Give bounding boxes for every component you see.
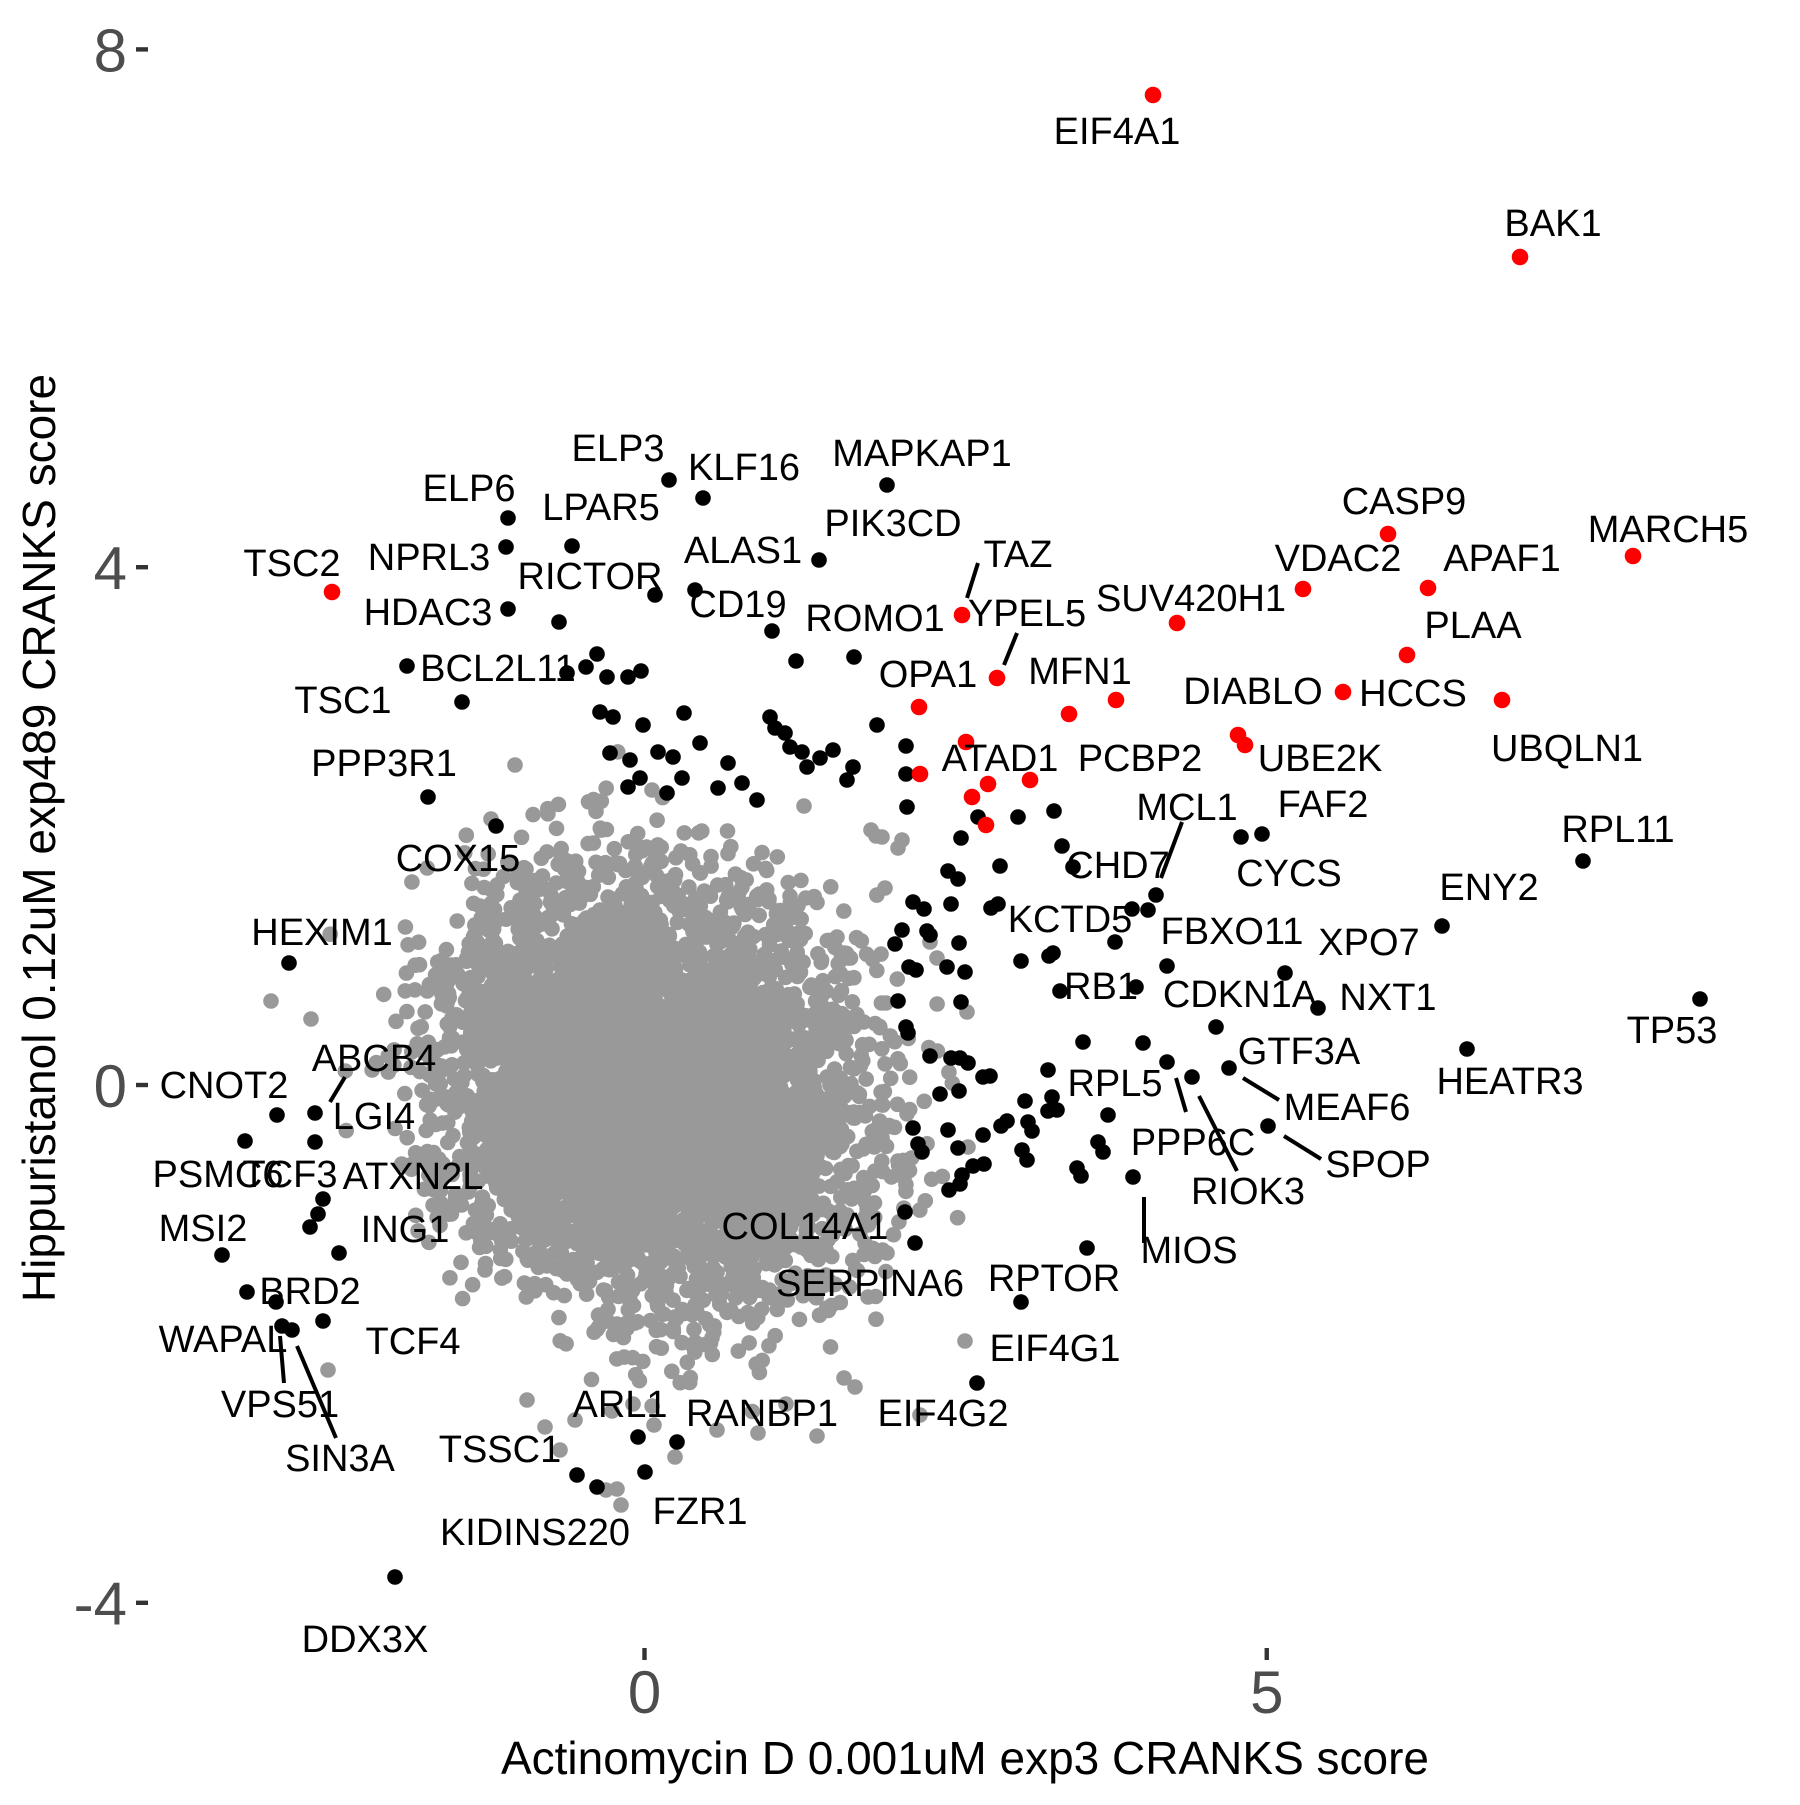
svg-text:TSSC1: TSSC1: [439, 1429, 561, 1471]
svg-text:PPP3R1: PPP3R1: [311, 743, 457, 785]
svg-text:UBE2K: UBE2K: [1258, 738, 1383, 780]
svg-text:VPS51: VPS51: [221, 1384, 339, 1426]
svg-text:EIF4G1: EIF4G1: [990, 1328, 1121, 1370]
svg-text:ING1: ING1: [361, 1209, 450, 1251]
svg-text:RIOK3: RIOK3: [1191, 1171, 1305, 1213]
svg-text:CHD7: CHD7: [1066, 845, 1169, 887]
svg-text:FAF2: FAF2: [1278, 784, 1369, 826]
svg-text:Actinomycin D 0.001uM exp3 CRA: Actinomycin D 0.001uM exp3 CRANKS score: [501, 1732, 1429, 1784]
svg-text:LGI4: LGI4: [333, 1096, 415, 1138]
svg-text:BCL2L11: BCL2L11: [420, 648, 576, 690]
svg-text:NXT1: NXT1: [1339, 977, 1436, 1019]
svg-text:CDKN1A: CDKN1A: [1163, 974, 1318, 1016]
svg-text:HEXIM1: HEXIM1: [251, 912, 392, 954]
svg-text:UBQLN1: UBQLN1: [1491, 728, 1643, 770]
svg-text:CNOT2: CNOT2: [160, 1065, 289, 1107]
svg-text:VDAC2: VDAC2: [1275, 538, 1402, 580]
svg-text:TAZ: TAZ: [984, 534, 1053, 576]
svg-text:BAK1: BAK1: [1504, 203, 1601, 245]
svg-text:KIDINS220: KIDINS220: [440, 1512, 630, 1554]
svg-text:COL14A1: COL14A1: [722, 1206, 889, 1248]
svg-text:FZR1: FZR1: [653, 1491, 748, 1533]
svg-text:HDAC3: HDAC3: [364, 592, 493, 634]
svg-text:TSC2: TSC2: [243, 543, 340, 585]
svg-text:MIOS: MIOS: [1140, 1230, 1237, 1272]
svg-text:APAF1: APAF1: [1443, 538, 1561, 580]
svg-text:KLF16: KLF16: [688, 447, 800, 489]
svg-text:DIABLO: DIABLO: [1183, 671, 1322, 713]
svg-text:MSI2: MSI2: [159, 1208, 248, 1250]
svg-text:ABCB4: ABCB4: [312, 1038, 437, 1080]
svg-text:CYCS: CYCS: [1236, 853, 1342, 895]
svg-text:BRD2: BRD2: [259, 1271, 360, 1313]
svg-text:ARL1: ARL1: [572, 1384, 667, 1426]
svg-text:8: 8: [94, 17, 127, 84]
svg-text:ATAD1: ATAD1: [942, 738, 1059, 780]
svg-text:EIF4A1: EIF4A1: [1054, 111, 1181, 153]
svg-text:0: 0: [628, 1659, 661, 1726]
svg-text:WAPAL: WAPAL: [159, 1319, 288, 1361]
svg-text:5: 5: [1250, 1659, 1283, 1726]
svg-text:DDX3X: DDX3X: [302, 1619, 429, 1661]
svg-text:TCF4: TCF4: [366, 1321, 461, 1363]
svg-text:PCBP2: PCBP2: [1078, 738, 1203, 780]
svg-text:PPP6C: PPP6C: [1131, 1122, 1256, 1164]
svg-text:GTF3A: GTF3A: [1238, 1031, 1361, 1073]
svg-text:ALAS1: ALAS1: [684, 530, 802, 572]
svg-text:4: 4: [94, 535, 127, 602]
svg-text:ATXN2L: ATXN2L: [343, 1156, 484, 1198]
svg-text:NPRL3: NPRL3: [368, 537, 491, 579]
svg-text:MARCH5: MARCH5: [1588, 509, 1748, 551]
svg-text:RICTOR: RICTOR: [518, 556, 663, 598]
svg-text:CASP9: CASP9: [1342, 481, 1467, 523]
svg-text:KCTD5: KCTD5: [1008, 899, 1133, 941]
svg-text:EIF4G2: EIF4G2: [878, 1393, 1009, 1435]
svg-text:COX15: COX15: [396, 838, 521, 880]
svg-text:XPO7: XPO7: [1318, 922, 1419, 964]
svg-text:PLAA: PLAA: [1424, 605, 1522, 647]
svg-text:ROMO1: ROMO1: [805, 598, 944, 640]
svg-text:LPAR5: LPAR5: [542, 487, 660, 529]
svg-text:MEAF6: MEAF6: [1284, 1087, 1411, 1129]
svg-text:TP53: TP53: [1627, 1010, 1718, 1052]
svg-text:SERPINA6: SERPINA6: [776, 1263, 964, 1305]
svg-text:OPA1: OPA1: [879, 654, 978, 696]
svg-text:PSMC6: PSMC6: [153, 1154, 284, 1196]
svg-text:HCCS: HCCS: [1359, 673, 1467, 715]
svg-text:ELP6: ELP6: [423, 468, 516, 510]
svg-text:SPOP: SPOP: [1325, 1144, 1431, 1186]
svg-text:FBXO11: FBXO11: [1161, 911, 1304, 953]
svg-text:0: 0: [94, 1053, 127, 1120]
svg-text:RB1: RB1: [1064, 966, 1138, 1008]
svg-text:CD19: CD19: [689, 584, 786, 626]
svg-text:MAPKAP1: MAPKAP1: [832, 433, 1012, 475]
svg-text:RPL5: RPL5: [1067, 1063, 1162, 1105]
svg-text:MCL1: MCL1: [1136, 787, 1237, 829]
svg-text:TCF3: TCF3: [243, 1154, 338, 1196]
svg-text:SIN3A: SIN3A: [285, 1438, 395, 1480]
svg-text:MFN1: MFN1: [1028, 651, 1131, 693]
svg-text:HEATR3: HEATR3: [1436, 1061, 1583, 1103]
svg-text:ELP3: ELP3: [572, 428, 665, 470]
svg-text:SUV420H1: SUV420H1: [1096, 578, 1286, 620]
svg-text:ENY2: ENY2: [1439, 867, 1538, 909]
svg-text:YPEL5: YPEL5: [968, 593, 1086, 635]
svg-text:TSC1: TSC1: [294, 680, 391, 722]
svg-text:-4: -4: [74, 1571, 127, 1638]
svg-text:PIK3CD: PIK3CD: [824, 503, 961, 545]
svg-text:Hippuristanol 0.12uM exp489 CR: Hippuristanol 0.12uM exp489 CRANKS score: [13, 374, 65, 1302]
svg-text:RPTOR: RPTOR: [988, 1258, 1120, 1300]
svg-text:RANBP1: RANBP1: [686, 1393, 838, 1435]
svg-text:RPL11: RPL11: [1561, 809, 1674, 851]
